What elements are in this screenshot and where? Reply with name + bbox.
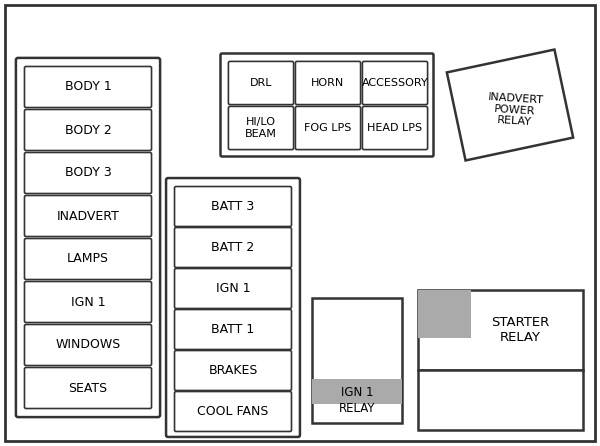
Text: HI/LO
BEAM: HI/LO BEAM (245, 117, 277, 139)
Bar (312, 298, 402, 423)
FancyBboxPatch shape (25, 239, 152, 280)
Text: WINDOWS: WINDOWS (55, 339, 121, 351)
Bar (312, 379, 402, 404)
FancyBboxPatch shape (175, 268, 292, 309)
FancyBboxPatch shape (16, 58, 160, 417)
FancyBboxPatch shape (175, 392, 292, 431)
Bar (418, 290, 471, 338)
FancyBboxPatch shape (229, 107, 293, 149)
FancyBboxPatch shape (166, 178, 300, 437)
FancyBboxPatch shape (25, 368, 152, 409)
Text: INADVERT
POWER
RELAY: INADVERT POWER RELAY (486, 92, 544, 128)
Text: INADVERT: INADVERT (56, 210, 119, 223)
FancyBboxPatch shape (175, 186, 292, 227)
Text: IGN 1: IGN 1 (71, 296, 106, 309)
FancyBboxPatch shape (175, 351, 292, 391)
FancyBboxPatch shape (25, 325, 152, 366)
FancyBboxPatch shape (25, 109, 152, 150)
Text: IGN 1: IGN 1 (215, 282, 250, 295)
FancyBboxPatch shape (175, 310, 292, 350)
FancyBboxPatch shape (295, 62, 361, 105)
Text: BRAKES: BRAKES (208, 364, 257, 377)
Text: STARTER
RELAY: STARTER RELAY (491, 316, 550, 344)
FancyBboxPatch shape (229, 62, 293, 105)
FancyBboxPatch shape (25, 281, 152, 322)
FancyBboxPatch shape (362, 107, 428, 149)
FancyBboxPatch shape (221, 54, 433, 157)
Text: BATT 2: BATT 2 (211, 241, 254, 254)
Text: BODY 1: BODY 1 (65, 80, 112, 94)
Text: ACCESSORY: ACCESSORY (362, 78, 428, 88)
FancyBboxPatch shape (25, 153, 152, 194)
FancyBboxPatch shape (362, 62, 428, 105)
Bar (418, 370, 583, 430)
Text: IGN 1
RELAY: IGN 1 RELAY (339, 387, 375, 414)
Text: LAMPS: LAMPS (67, 252, 109, 265)
Text: BATT 3: BATT 3 (211, 200, 254, 213)
Text: FOG LPS: FOG LPS (304, 123, 352, 133)
Bar (418, 290, 583, 370)
Text: BATT 1: BATT 1 (211, 323, 254, 336)
Bar (447, 50, 573, 161)
FancyBboxPatch shape (295, 107, 361, 149)
Text: DRL: DRL (250, 78, 272, 88)
Text: SEATS: SEATS (68, 381, 107, 395)
Text: COOL FANS: COOL FANS (197, 405, 269, 418)
Text: BODY 3: BODY 3 (65, 166, 112, 179)
FancyBboxPatch shape (175, 227, 292, 268)
FancyBboxPatch shape (25, 195, 152, 236)
Text: HORN: HORN (311, 78, 344, 88)
Text: HEAD LPS: HEAD LPS (367, 123, 422, 133)
FancyBboxPatch shape (25, 66, 152, 107)
Text: BODY 2: BODY 2 (65, 124, 112, 136)
